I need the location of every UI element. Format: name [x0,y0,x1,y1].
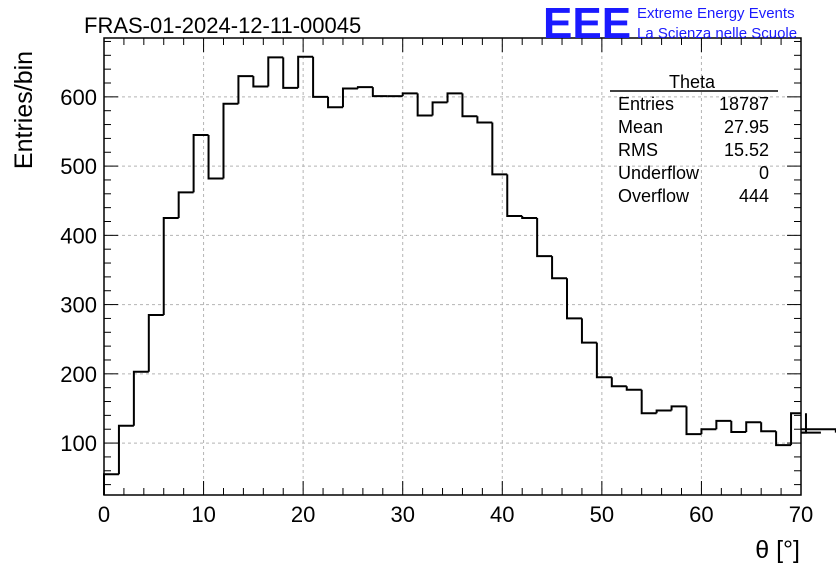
x-axis-label: θ [°] [755,536,800,564]
histogram-bin [147,313,164,372]
x-tick-label: 50 [590,502,614,527]
stats-row-label: Overflow [618,186,690,206]
histogram-bin [670,405,687,411]
histogram-bin [700,428,717,435]
histogram-bin [536,218,553,258]
histogram-bin [207,134,224,180]
histogram-bin [640,389,657,415]
histogram-bin [252,76,269,88]
histogram-bin [282,57,299,89]
y-axis-label: Entries/bin [10,51,38,169]
grid-layer [104,38,801,495]
histogram-bin [551,256,568,280]
histogram-bin [491,122,508,176]
stats-row-value: 27.95 [724,117,769,137]
x-tick-label: 60 [689,502,713,527]
x-tick-label: 70 [789,502,813,527]
chart-title: FRAS-01-2024-12-11-00045 [84,13,361,38]
histogram-bin [685,406,702,436]
histogram-bin [312,56,329,98]
y-tick-label: 200 [60,362,97,387]
stats-row-label: RMS [618,140,658,160]
y-tick-label: 100 [60,431,97,456]
label-layer: 0 10 20 30 40 50 60 70 100 200 300 400 500 600 [60,85,813,527]
histogram-bin [730,420,747,433]
x-tick-label: 30 [390,502,414,527]
plot-frame [103,37,802,496]
histogram-bin [760,422,777,433]
logo-line-2: La Scienza nelle Scuole [637,25,797,42]
histogram-bin [566,278,582,320]
eee-logo: EEE Extreme Energy Events La Scienza nel… [543,0,797,48]
histogram-bin [521,215,538,220]
histogram-bin [580,318,597,344]
histogram-bin [297,55,314,88]
stats-row-value: 0 [759,163,769,183]
x-tick-label: 20 [291,502,315,527]
histogram-bin [506,174,523,217]
histogram-bin [595,342,612,379]
histogram-bin [416,93,433,117]
histogram-bin [162,217,179,315]
histogram-bin [625,386,642,391]
histogram-bin [446,92,463,103]
histogram-bin [371,87,388,98]
frame-layer [103,37,802,496]
histogram-bin [222,102,239,179]
histogram-layer [103,55,836,495]
histogram-bin [715,419,732,430]
stats-row-value: 444 [739,186,769,206]
stats-row-label: Entries [618,94,674,114]
histogram-bin [341,87,358,108]
histogram-bin [401,92,418,97]
histogram-bin [745,421,762,432]
logo-mark: EEE [543,0,631,48]
histogram-bin [327,96,343,109]
histogram-bin [132,370,149,426]
logo-line-1: Extreme Energy Events [637,5,795,22]
stats-title: Theta [669,72,716,92]
x-tick-label: 0 [98,502,110,527]
histogram-bin [655,409,672,414]
stats-row-label: Underflow [618,163,700,183]
tick-layer [103,38,802,495]
y-tick-label: 400 [60,223,97,248]
y-tick-label: 300 [60,293,97,318]
x-tick-label: 10 [191,502,215,527]
histogram-bin [476,116,493,124]
histogram-bin [790,412,801,446]
stats-box: Theta Entries 18787 Mean 27.95 RMS 15.52 Under… [610,72,778,206]
histogram-bin [237,75,254,104]
histogram-bin [117,424,134,475]
histogram-bin [356,86,373,89]
stats-row-value: 18787 [719,94,769,114]
stats-row-value: 15.52 [724,140,769,160]
y-tick-label: 600 [60,85,97,110]
histogram-bin [177,191,194,219]
histogram-bin [461,93,478,118]
histogram-bin [267,56,284,87]
y-tick-label: 500 [60,154,97,179]
stats-row-label: Mean [618,117,663,137]
histogram-bin [610,377,627,388]
histogram-bin [775,431,792,447]
x-tick-label: 40 [490,502,514,527]
stats-rows: Entries 18787 Mean 27.95 RMS 15.52 Underflow 0 O… [618,94,769,206]
histogram-bin [431,101,448,116]
histogram-bin [192,133,209,193]
